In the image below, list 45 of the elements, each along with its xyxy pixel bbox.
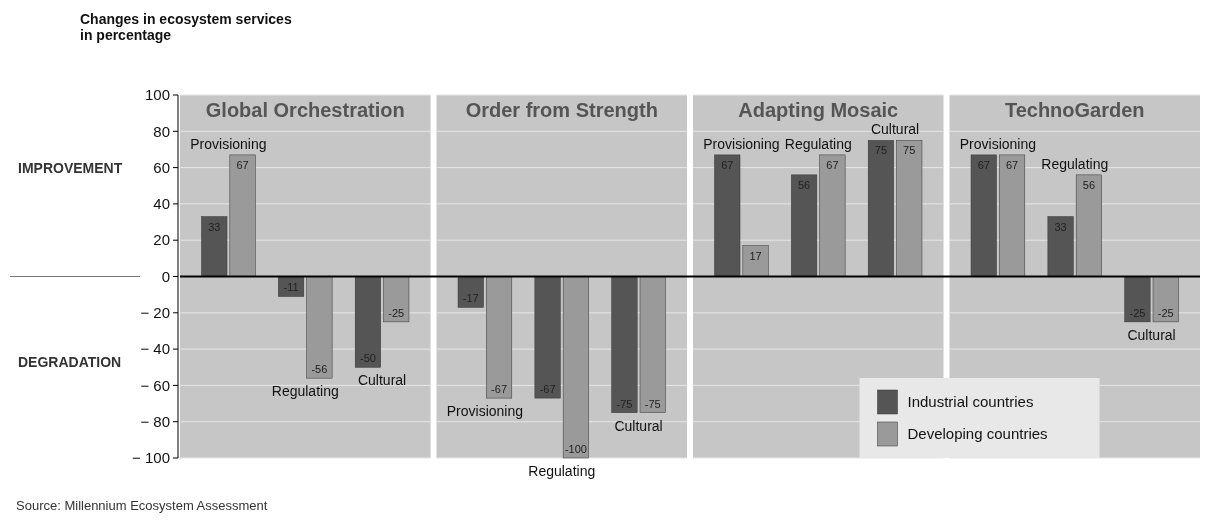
data-label: -56 <box>311 363 328 376</box>
data-label: -25 <box>1157 306 1174 319</box>
x-tick-label: Provisioning <box>703 135 780 152</box>
y-tick-label: − 100 <box>132 449 170 467</box>
y-tick-label: 40 <box>153 195 170 213</box>
y-tick-label: − 20 <box>140 304 170 322</box>
data-label: -75 <box>644 397 661 410</box>
data-label: -25 <box>388 306 405 319</box>
y-axis-title: Changes in ecosystem services in percentage <box>80 11 292 43</box>
x-tick-label: Cultural <box>1127 326 1176 343</box>
y-tick-label: − 60 <box>140 376 170 394</box>
y-tick-label: 60 <box>153 158 170 176</box>
text: DEGRADATION <box>18 354 122 371</box>
y-tick-label: − 80 <box>140 412 170 430</box>
data-label: 56 <box>1082 178 1096 191</box>
source-note: Source: Millennium Ecosystem Assessment <box>16 498 268 513</box>
annotation: Adapting Mosaic <box>738 99 899 121</box>
data-label: -100 <box>564 443 587 455</box>
data-label: 17 <box>749 249 762 262</box>
x-tick-label: Regulating <box>528 463 596 479</box>
y-tick-label: − 40 <box>140 340 170 358</box>
y-tick-label: 20 <box>153 231 170 249</box>
x-tick-label: Regulating <box>271 383 339 400</box>
x-tick-label: Provisioning <box>446 403 524 420</box>
data-label: 67 <box>826 158 839 171</box>
x-tick-label: Regulating <box>784 135 852 152</box>
x-tick-label: Provisioning <box>190 135 267 152</box>
data-label: 67 <box>236 158 249 171</box>
annotation: Global Orchestration <box>205 99 405 121</box>
annotation: TechnoGarden <box>1004 99 1145 121</box>
x-tick-label: Provisioning <box>959 135 1037 152</box>
y-tick-label: 0 <box>161 267 170 285</box>
x-tick-label: Cultural <box>614 417 663 434</box>
data-label: -67 <box>491 383 508 396</box>
annotation: Order from Strength <box>465 99 658 121</box>
text: IMPROVEMENT <box>18 160 123 177</box>
data-label: 75 <box>903 144 916 157</box>
x-tick-label: Cultural <box>357 372 407 389</box>
y-tick-label: 80 <box>153 122 170 140</box>
legend-label: Industrial countries <box>907 393 1034 410</box>
x-tick-label: Cultural <box>870 121 920 138</box>
x-tick-label: Regulating <box>1041 155 1109 172</box>
legend-label: Developing countries <box>907 425 1048 442</box>
data-label: 67 <box>1005 158 1019 171</box>
y-tick-label: 100 <box>144 86 170 104</box>
